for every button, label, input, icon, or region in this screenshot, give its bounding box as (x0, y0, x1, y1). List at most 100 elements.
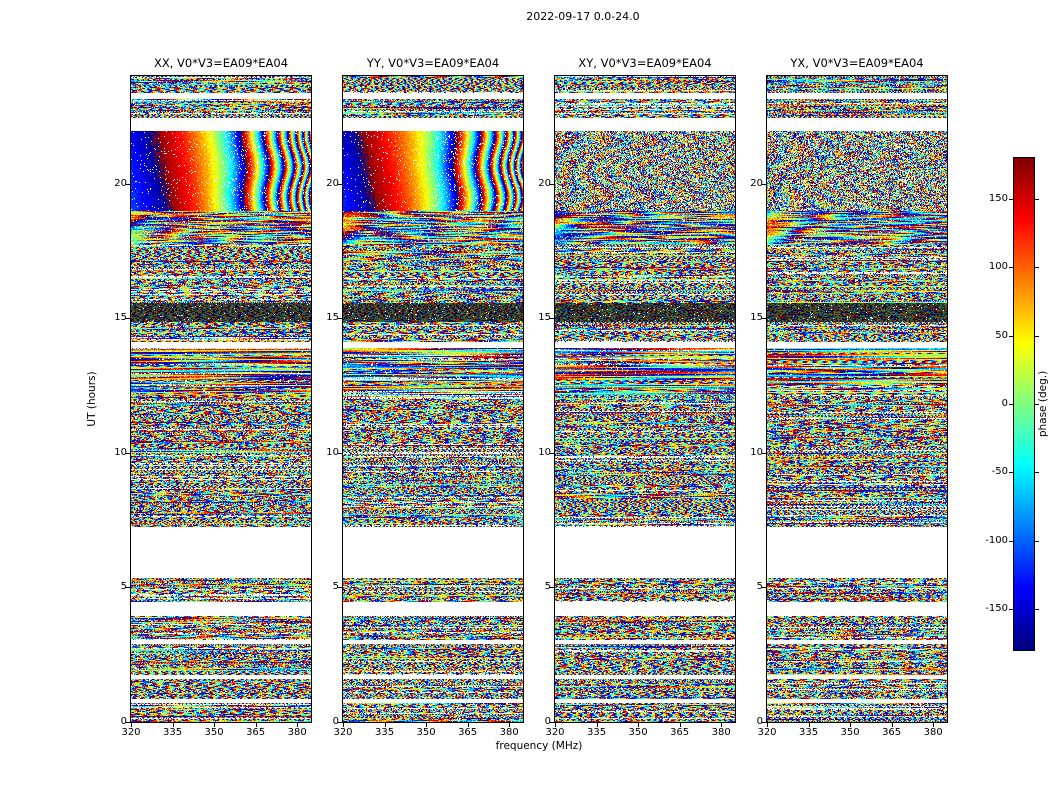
x-tick-mark (808, 723, 810, 727)
y-tick-mark (126, 587, 130, 589)
colorbar-tick-mark (1035, 335, 1039, 337)
y-tick-mark (550, 183, 554, 185)
colorbar-gradient (1013, 157, 1035, 651)
colorbar-tick-mark (1035, 472, 1039, 474)
x-tick-label: 335 (586, 727, 607, 738)
colorbar-tick-label: 0 (1001, 398, 1008, 409)
y-tick-label: 10 (326, 446, 339, 458)
colorbar-tick-mark (1035, 609, 1039, 610)
x-tick-label: 380 (923, 727, 943, 738)
colorbar-tick-mark (1009, 609, 1013, 610)
x-tick-mark (767, 723, 768, 727)
y-tick-label: 5 (332, 581, 339, 593)
x-tick-label: 380 (287, 727, 307, 738)
x-tick-mark (555, 723, 556, 727)
y-tick-mark (338, 183, 342, 185)
colorbar-tick-mark (1009, 472, 1013, 474)
figure-title: 2022-09-17 0.0-24.0 (526, 10, 640, 23)
x-tick-label: 380 (499, 727, 519, 738)
x-tick-label: 335 (162, 727, 183, 738)
x-tick-mark (509, 723, 511, 727)
y-tick-label: 20 (114, 177, 127, 189)
colorbar-tick-mark (1009, 267, 1013, 269)
x-tick-mark (721, 723, 723, 727)
y-tick-mark (762, 318, 766, 320)
y-tick-mark (338, 452, 342, 454)
y-tick-label: 20 (538, 177, 551, 189)
y-tick-mark (762, 587, 766, 589)
y-tick-label: 20 (326, 177, 339, 189)
x-tick-label: 335 (798, 727, 819, 738)
colorbar-tick-label: -100 (985, 534, 1008, 546)
y-tick-mark (550, 722, 554, 723)
x-tick-mark (467, 723, 469, 727)
x-tick-mark (596, 723, 598, 727)
y-tick-mark (762, 183, 766, 185)
y-axis-label: UT (hours) (86, 371, 98, 427)
y-tick-label: 5 (756, 581, 763, 593)
x-tick-label: 350 (416, 727, 436, 738)
y-tick-mark (126, 183, 130, 185)
panel-title-yy: YY, V0*V3=EA09*EA04 (366, 56, 500, 70)
heatmap-panel-yy (342, 75, 524, 723)
colorbar-tick-label: 50 (995, 329, 1008, 341)
colorbar-tick-label: 150 (988, 193, 1008, 204)
colorbar-tick-mark (1009, 335, 1013, 337)
colorbar-tick-mark (1035, 199, 1039, 200)
y-tick-label: 10 (538, 446, 551, 458)
heatmap-panel-xx (130, 75, 312, 723)
colorbar-tick-label: -50 (991, 466, 1008, 478)
colorbar-tick-mark (1009, 199, 1013, 200)
heatmap-panel-xy (554, 75, 736, 723)
x-tick-label: 320 (545, 727, 565, 738)
y-tick-label: 0 (332, 716, 339, 727)
y-tick-mark (550, 452, 554, 454)
colorbar-tick-mark (1009, 404, 1013, 405)
x-tick-mark (933, 723, 935, 727)
x-axis-label: frequency (MHz) (495, 740, 583, 752)
y-tick-label: 15 (326, 312, 339, 324)
y-tick-mark (338, 318, 342, 320)
colorbar-tick-mark (1009, 540, 1013, 542)
colorbar-tick-label: -150 (985, 603, 1008, 614)
panel-title-xy: XY, V0*V3=EA09*EA04 (578, 56, 712, 70)
x-tick-label: 365 (458, 727, 478, 738)
x-tick-label: 335 (374, 727, 395, 738)
x-tick-label: 320 (757, 727, 777, 738)
x-tick-label: 350 (840, 727, 860, 738)
x-tick-mark (850, 723, 852, 727)
y-tick-label: 10 (750, 446, 763, 458)
x-tick-mark (297, 723, 299, 727)
x-tick-label: 380 (711, 727, 731, 738)
y-tick-mark (550, 587, 554, 589)
y-tick-mark (762, 452, 766, 454)
panel-title-xx: XX, V0*V3=EA09*EA04 (153, 56, 289, 70)
y-tick-mark (338, 722, 342, 723)
x-tick-mark (255, 723, 257, 727)
x-tick-label: 350 (204, 727, 224, 738)
y-tick-label: 10 (114, 446, 127, 458)
x-tick-mark (172, 723, 174, 727)
heatmap-panel-yx (766, 75, 948, 723)
y-tick-label: 15 (538, 312, 551, 324)
x-tick-mark (891, 723, 893, 727)
y-tick-label: 15 (114, 312, 127, 324)
x-tick-mark (131, 723, 132, 727)
x-tick-label: 365 (246, 727, 266, 738)
y-tick-mark (338, 587, 342, 589)
x-tick-mark (343, 723, 344, 727)
y-tick-label: 0 (756, 716, 763, 727)
y-tick-label: 5 (544, 581, 551, 593)
y-tick-label: 15 (750, 312, 763, 324)
x-tick-mark (679, 723, 681, 727)
x-tick-label: 365 (670, 727, 690, 738)
x-tick-label: 365 (882, 727, 902, 738)
x-tick-mark (384, 723, 386, 727)
y-tick-label: 0 (544, 716, 551, 727)
y-tick-mark (550, 318, 554, 320)
y-tick-mark (126, 318, 130, 320)
y-tick-mark (762, 722, 766, 723)
colorbar-tick-mark (1035, 267, 1039, 269)
y-tick-label: 0 (120, 716, 127, 727)
